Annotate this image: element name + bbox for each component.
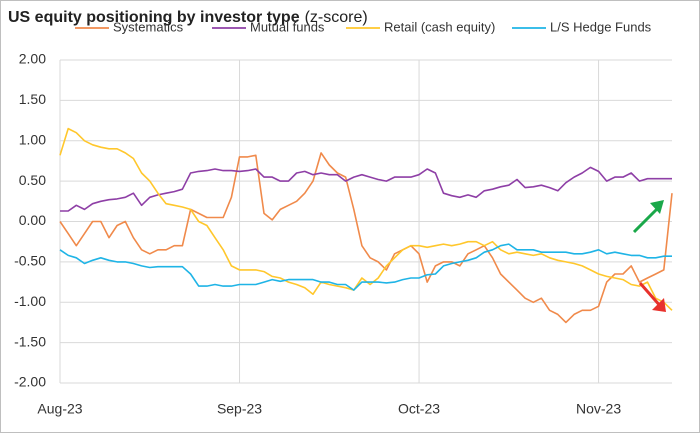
y-tick-label: 0.50 bbox=[19, 172, 46, 188]
x-tick-label: Nov-23 bbox=[576, 401, 621, 417]
series-line bbox=[60, 166, 672, 212]
title: US equity positioning by investor type bbox=[8, 9, 300, 26]
y-tick-label: 2.00 bbox=[19, 51, 46, 67]
y-tick-label: -0.50 bbox=[14, 253, 46, 269]
chart-title: US equity positioning by investor type (z… bbox=[8, 9, 368, 26]
subtitle: (z-score) bbox=[305, 9, 368, 26]
legend-label: L/S Hedge Funds bbox=[550, 19, 652, 34]
up-arrow bbox=[632, 204, 662, 234]
y-tick-label: -1.50 bbox=[14, 333, 46, 349]
series-line bbox=[59, 127, 673, 311]
y-tick-label: 0.00 bbox=[19, 212, 46, 228]
x-tick-label: Oct-23 bbox=[398, 401, 440, 417]
y-tick-label: -1.00 bbox=[14, 293, 46, 309]
up-arrow-head bbox=[650, 200, 664, 214]
plot: 2.00 1.50 1.00 0.50 0.00 -0.50 -1.00 -1.50 -2.00… bbox=[14, 51, 673, 417]
series-line bbox=[59, 243, 672, 291]
y-tick-label: -2.00 bbox=[14, 374, 46, 390]
y-tick-label: 1.00 bbox=[19, 131, 46, 147]
legend-label: Systematics bbox=[113, 19, 184, 34]
series-line bbox=[59, 152, 673, 324]
x-tick-label: Sep-23 bbox=[217, 401, 262, 417]
legend-label: Retail (cash equity) bbox=[384, 19, 495, 34]
y-tick-label: 1.50 bbox=[19, 91, 46, 107]
x-tick-label: Aug-23 bbox=[37, 401, 82, 417]
legend-label: Mutual funds bbox=[250, 19, 325, 34]
down-arrow-head bbox=[652, 298, 666, 312]
